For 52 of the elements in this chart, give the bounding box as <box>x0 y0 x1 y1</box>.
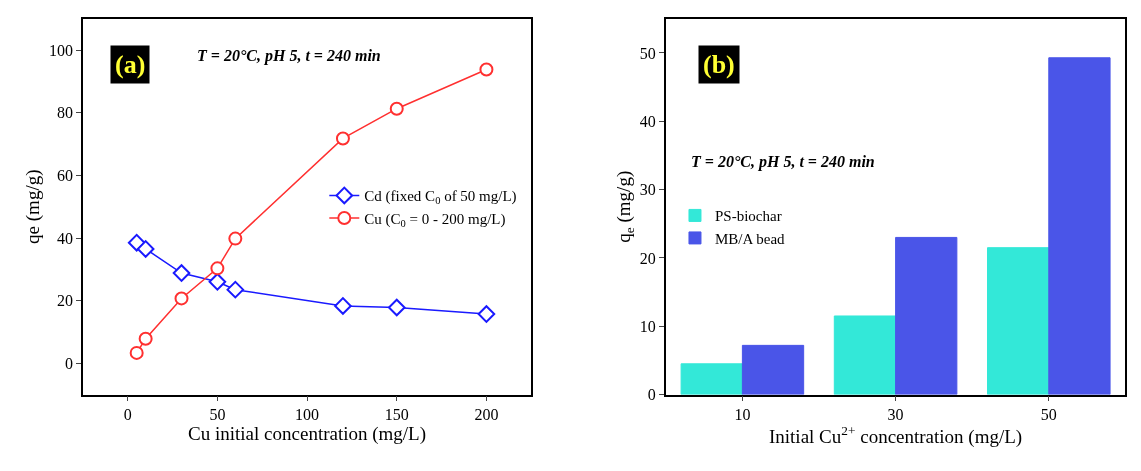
x-tick-label: 0 <box>123 406 132 424</box>
point <box>129 345 144 360</box>
annotation: T = 20°C, pH 5, t = 240 min <box>197 47 381 65</box>
y-tick-label: 100 <box>48 41 73 59</box>
y-tick-label: 40 <box>56 229 73 247</box>
y-tick-label: 20 <box>56 292 73 310</box>
point <box>477 305 496 323</box>
y-tick-label: 10 <box>639 317 656 335</box>
y-tick-label: 20 <box>639 249 656 267</box>
point <box>138 331 153 346</box>
bar <box>895 236 958 395</box>
bar <box>987 247 1050 395</box>
x-tick-label: 10 <box>734 406 751 424</box>
point <box>208 273 227 291</box>
annotation: T = 20°C, pH 5, t = 240 min <box>691 153 875 171</box>
point <box>479 62 494 77</box>
point <box>226 280 245 299</box>
point <box>136 240 155 258</box>
y-tick-label: 60 <box>56 166 73 184</box>
legend-label: Cd (fixed C$_{0}$ of 50 mg/L) <box>364 188 517 207</box>
point <box>228 231 243 246</box>
legend-label: MB/A bead <box>714 230 786 247</box>
x-axis-title: Cu initial concentration (mg/L) <box>188 423 427 446</box>
x-axis-title: Initial Cu$^{2+}$ concentration (mg/L) <box>769 423 1023 449</box>
point <box>389 101 404 116</box>
y-tick-label: 0 <box>647 386 656 404</box>
bar <box>833 315 897 395</box>
legend-label: Cu (C$_{0}$ = 0 - 200 mg/L) <box>364 210 506 229</box>
point <box>172 264 191 282</box>
legend-label: PS-biochar <box>714 208 782 225</box>
x-tick-label: 50 <box>209 406 226 424</box>
y-tick-label: 30 <box>639 181 656 199</box>
point <box>334 297 352 315</box>
bar <box>741 344 805 395</box>
x-tick-label: 50 <box>1040 406 1057 424</box>
annotation: (b) <box>703 50 735 79</box>
y-tick-label: 80 <box>56 104 73 122</box>
x-tick-label: 100 <box>295 406 320 424</box>
y-tick-label: 50 <box>639 44 656 62</box>
x-tick-label: 30 <box>887 406 904 424</box>
point <box>210 261 225 276</box>
bar <box>1048 57 1111 395</box>
x-tick-label: 200 <box>474 406 499 424</box>
y-axis-title: qe (mg/g) <box>22 169 45 244</box>
bar <box>680 363 743 395</box>
point <box>335 131 350 146</box>
y-tick-label: 0 <box>64 354 73 372</box>
x-tick-label: 150 <box>384 406 409 424</box>
point <box>387 298 406 317</box>
y-tick-label: 40 <box>639 112 656 130</box>
point <box>174 291 189 306</box>
annotation: (a) <box>115 50 146 79</box>
